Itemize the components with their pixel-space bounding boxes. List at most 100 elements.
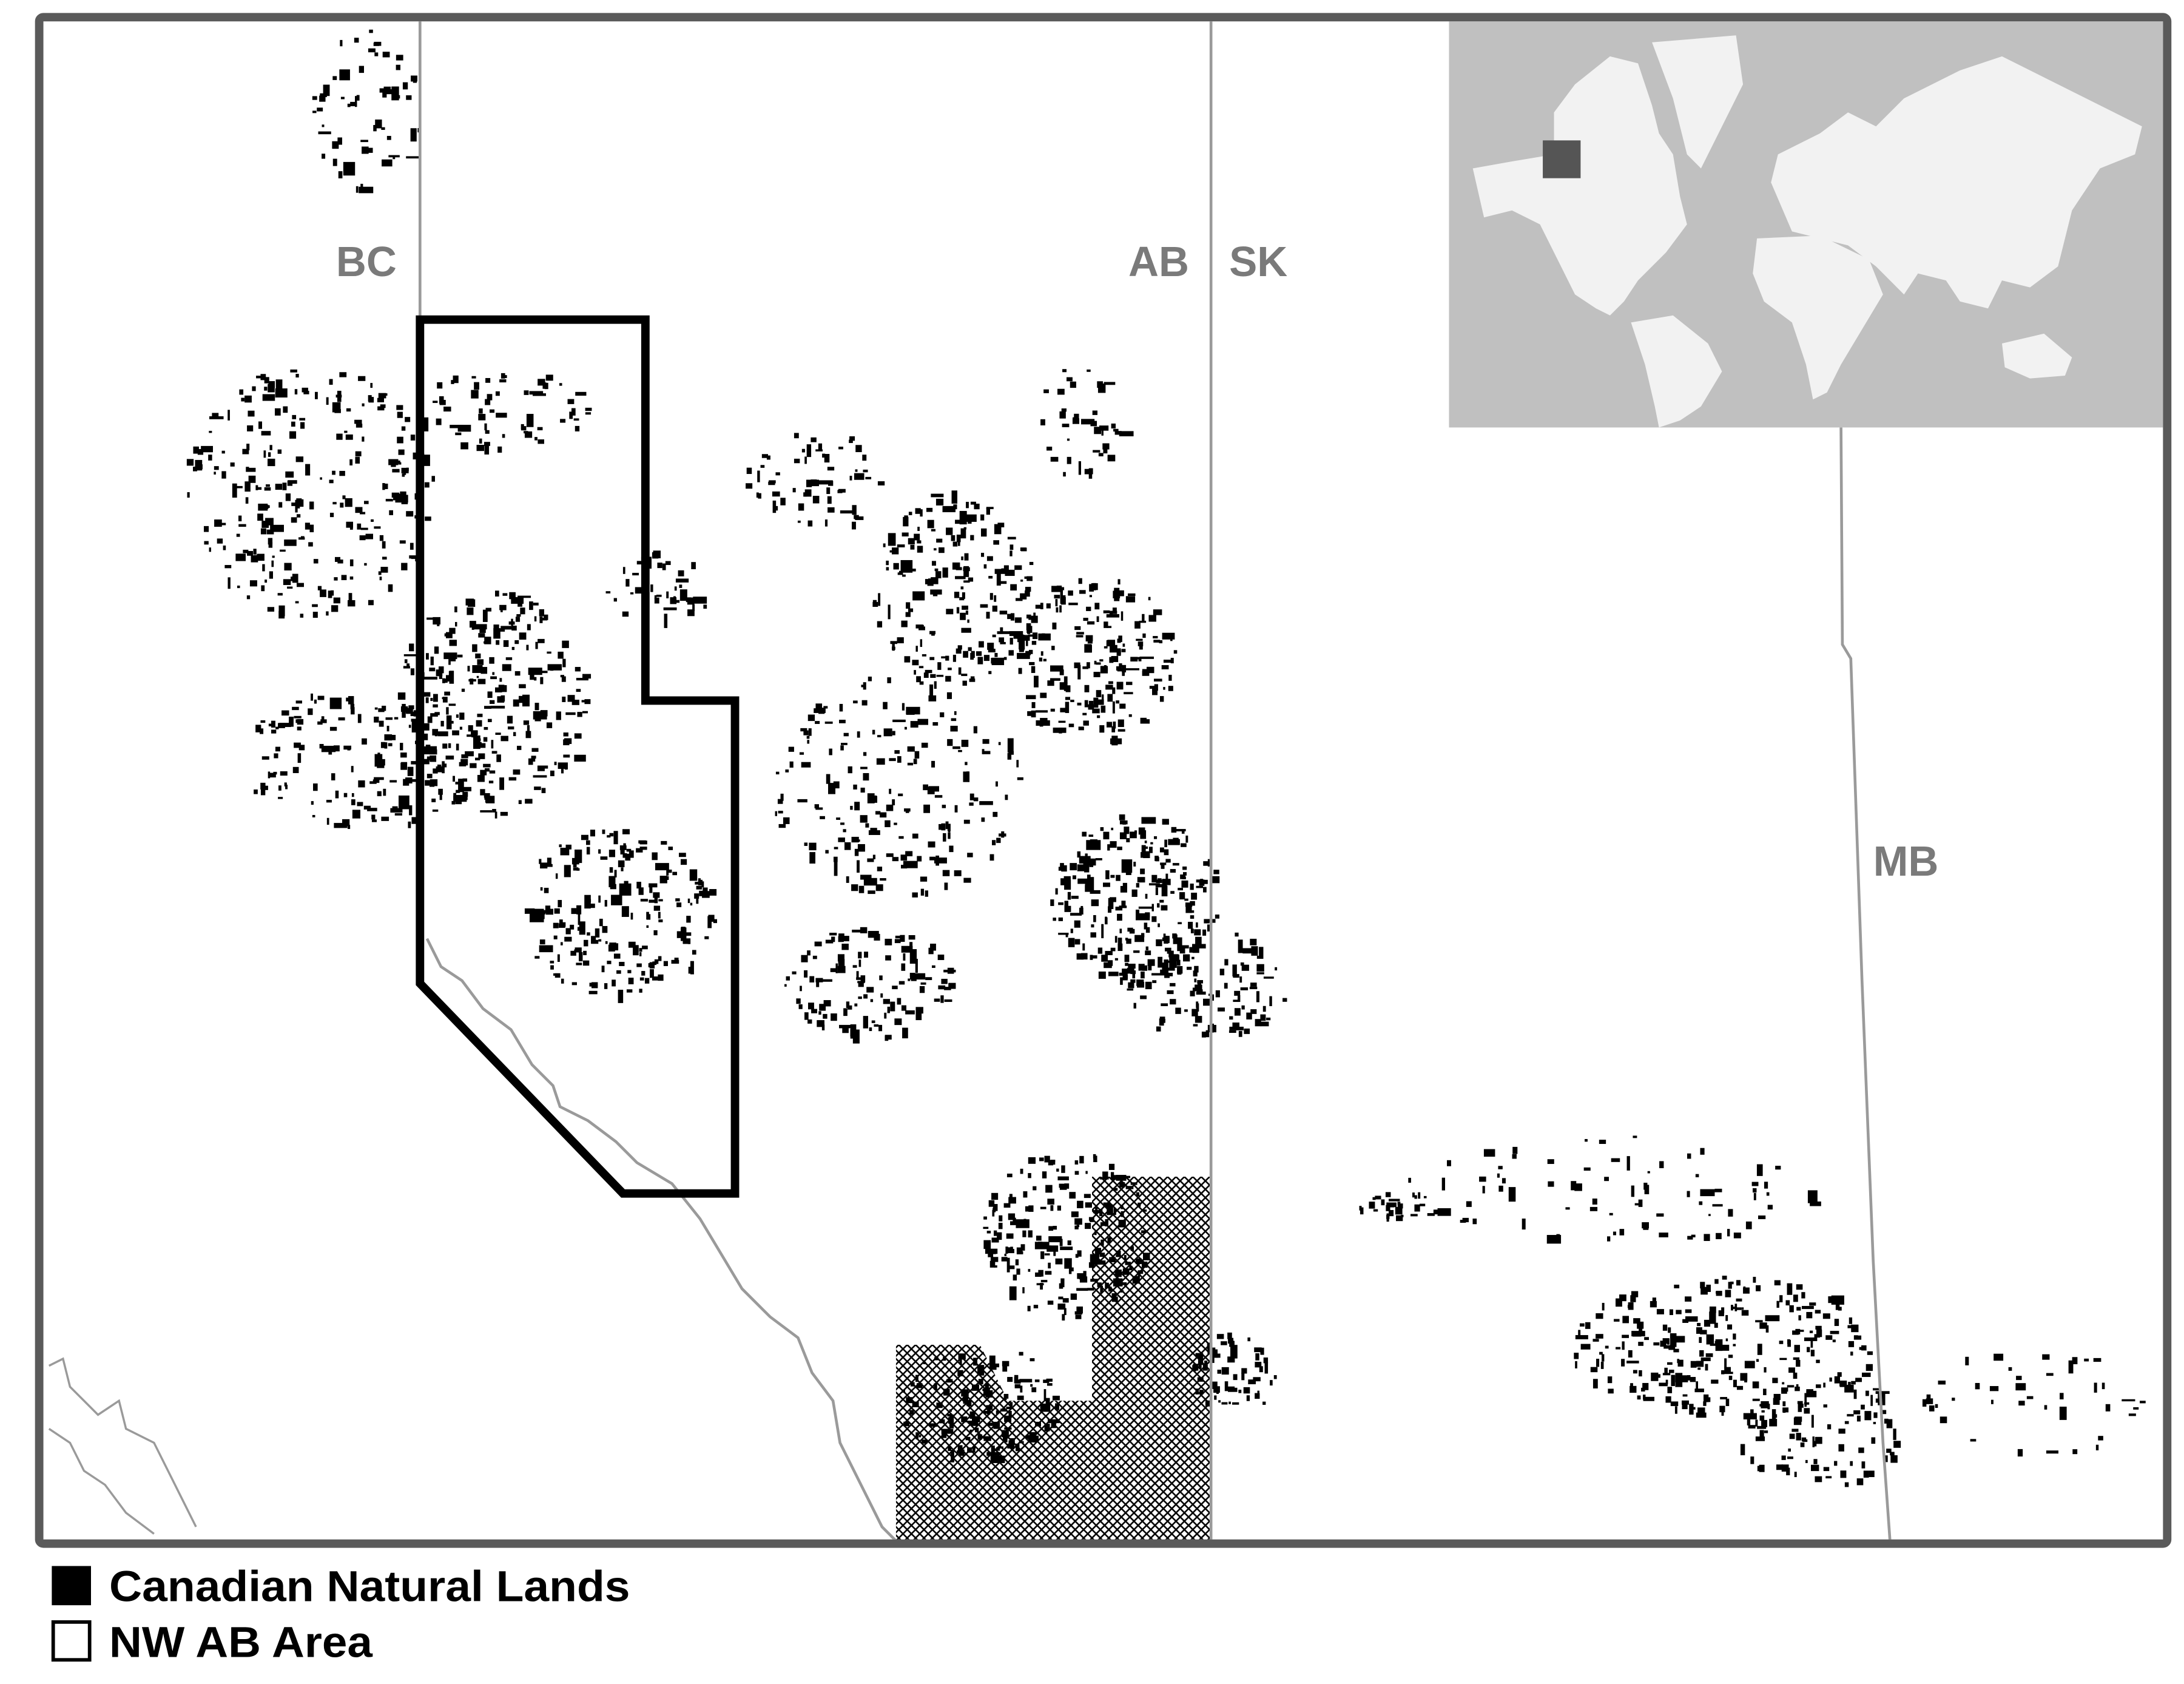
natural-land-patch — [2018, 1401, 2025, 1406]
natural-land-patch — [1735, 1307, 1742, 1310]
natural-land-patch — [1922, 1399, 1927, 1407]
natural-land-patch — [870, 999, 874, 1003]
natural-land-patch — [2015, 1383, 2026, 1391]
natural-land-patch — [380, 742, 386, 748]
natural-land-patch — [1147, 959, 1155, 966]
natural-land-patch — [1221, 1402, 1228, 1405]
natural-land-patch — [261, 585, 265, 592]
natural-land-patch — [332, 141, 339, 149]
natural-land-patch — [1120, 977, 1123, 985]
natural-land-patch — [915, 646, 918, 652]
natural-land-patch — [1408, 1177, 1411, 1183]
natural-land-patch — [1040, 1251, 1045, 1259]
natural-land-patch — [1722, 1276, 1727, 1280]
natural-land-patch — [825, 939, 834, 944]
natural-land-patch — [436, 418, 442, 425]
natural-land-patch — [957, 540, 960, 546]
natural-land-patch — [1716, 1233, 1722, 1239]
natural-land-patch — [1111, 735, 1118, 746]
natural-land-patch — [1204, 1361, 1208, 1366]
natural-land-patch — [871, 795, 877, 800]
natural-land-patch — [912, 892, 918, 898]
natural-land-patch — [411, 761, 417, 765]
natural-land-patch — [1700, 1287, 1708, 1295]
natural-land-patch — [1098, 453, 1104, 456]
natural-land-patch — [1152, 688, 1158, 695]
natural-land-patch — [523, 720, 530, 725]
natural-land-patch — [658, 956, 662, 961]
natural-land-patch — [1240, 987, 1249, 990]
natural-land-patch — [271, 729, 277, 734]
natural-land-patch — [491, 705, 505, 709]
natural-land-patch — [835, 963, 838, 973]
natural-land-patch — [957, 1370, 963, 1376]
natural-land-patch — [1241, 1368, 1247, 1374]
natural-land-patch — [666, 868, 669, 876]
natural-land-patch — [438, 788, 443, 795]
natural-land-patch — [806, 735, 810, 739]
natural-land-patch — [1079, 1276, 1088, 1283]
natural-land-patch — [1270, 1380, 1273, 1386]
natural-land-patch — [986, 507, 994, 509]
natural-land-patch — [373, 124, 377, 132]
natural-land-patch — [269, 445, 272, 450]
natural-land-patch — [1671, 1375, 1675, 1387]
natural-land-patch — [351, 793, 354, 797]
natural-land-patch — [476, 675, 479, 678]
natural-land-patch — [681, 927, 686, 935]
natural-land-patch — [894, 822, 897, 825]
natural-land-patch — [869, 1027, 872, 1032]
natural-land-patch — [485, 377, 491, 383]
natural-land-patch — [917, 719, 928, 725]
natural-land-patch — [612, 943, 619, 951]
natural-land-patch — [1195, 936, 1202, 944]
natural-land-patch — [1124, 692, 1133, 695]
natural-land-patch — [1053, 918, 1056, 921]
natural-land-patch — [948, 828, 951, 833]
natural-land-patch — [1787, 1385, 1795, 1388]
natural-land-patch — [833, 781, 840, 789]
natural-land-patch — [695, 882, 699, 885]
natural-land-patch — [968, 577, 974, 582]
natural-land-patch — [912, 591, 925, 601]
natural-land-patch — [994, 524, 1002, 535]
natural-land-patch — [274, 753, 278, 759]
natural-land-patch — [247, 550, 253, 556]
natural-land-patch — [1815, 1436, 1822, 1444]
natural-land-patch — [928, 841, 935, 848]
natural-land-patch — [1062, 369, 1067, 373]
natural-land-patch — [398, 493, 402, 498]
natural-land-patch — [1079, 590, 1086, 594]
natural-land-patch — [1096, 690, 1102, 697]
natural-land-patch — [868, 890, 875, 894]
natural-land-patch — [1747, 1413, 1751, 1425]
natural-land-patch — [1798, 1315, 1801, 1320]
natural-land-patch — [458, 779, 464, 793]
natural-land-patch — [394, 717, 399, 720]
natural-land-patch — [1000, 1408, 1007, 1412]
natural-land-patch — [410, 128, 417, 142]
natural-land-patch — [1512, 1154, 1517, 1159]
natural-land-patch — [354, 419, 362, 424]
natural-land-patch — [605, 941, 608, 944]
natural-land-patch — [384, 742, 388, 749]
natural-land-patch — [778, 811, 783, 814]
natural-land-patch — [1163, 933, 1166, 939]
natural-land-patch — [1016, 1268, 1020, 1275]
natural-land-patch — [480, 667, 488, 674]
natural-land-patch — [636, 963, 642, 967]
natural-land-patch — [1806, 1390, 1817, 1398]
natural-land-patch — [425, 697, 429, 703]
natural-land-patch — [1085, 853, 1088, 861]
natural-land-patch — [1171, 828, 1174, 832]
natural-land-patch — [925, 579, 932, 584]
natural-land-patch — [1721, 1410, 1724, 1416]
natural-land-patch — [544, 765, 548, 769]
natural-land-patch — [1103, 610, 1110, 614]
natural-land-patch — [809, 852, 815, 864]
natural-land-patch — [939, 1419, 945, 1424]
natural-land-patch — [1136, 1192, 1139, 1197]
natural-land-patch — [1055, 888, 1058, 895]
natural-land-patch — [616, 970, 621, 974]
natural-land-patch — [1174, 829, 1186, 831]
